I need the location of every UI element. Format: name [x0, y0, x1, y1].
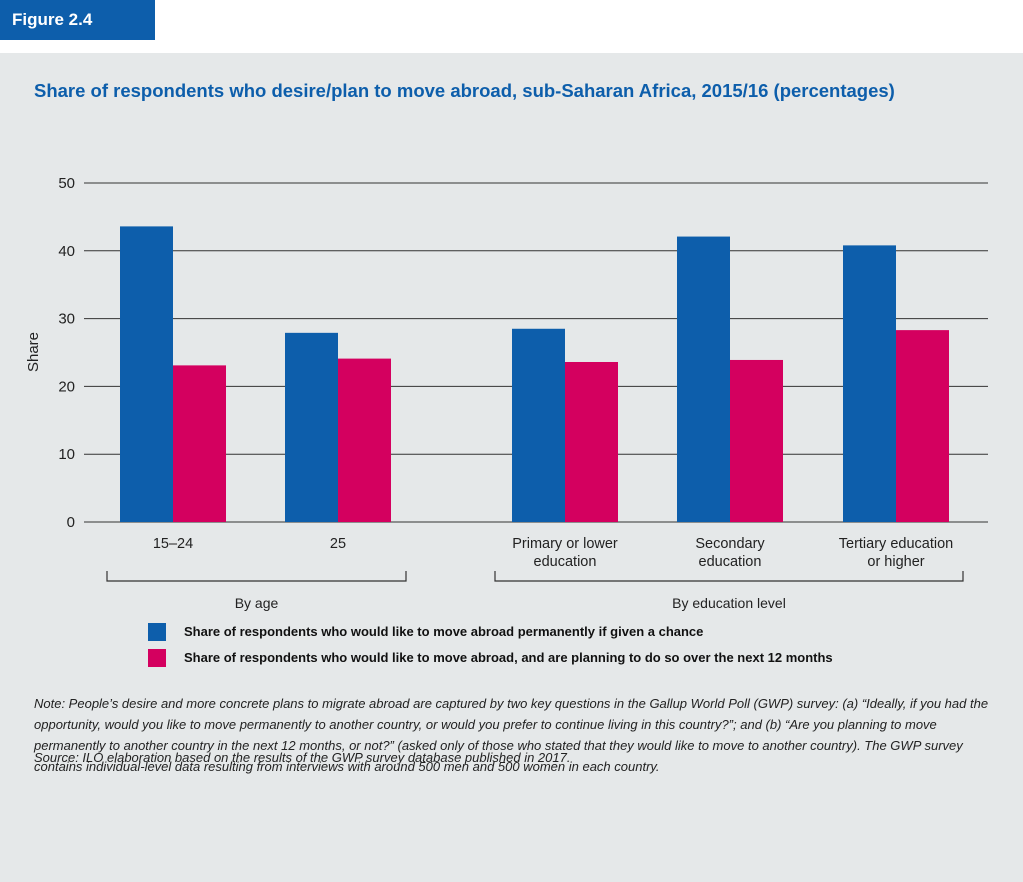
y-tick-label: 20	[58, 378, 75, 395]
x-category-label: or higher	[867, 554, 924, 570]
bar-series-1	[512, 328, 565, 522]
group-bracket	[494, 571, 964, 582]
bar-series-1	[677, 236, 730, 522]
bar-series-2	[896, 330, 949, 522]
y-tick-label: 50	[58, 175, 75, 192]
legend-entry-2: Share of respondents who would like to m…	[184, 650, 833, 665]
group-label: By age	[235, 595, 279, 611]
x-category-label: Tertiary education	[839, 536, 953, 552]
figure-label: Figure 2.4	[0, 0, 155, 40]
bar-series-1	[120, 226, 173, 522]
legend-swatch-1	[148, 623, 166, 641]
x-category-label: education	[699, 554, 762, 570]
y-tick-label: 30	[58, 311, 75, 328]
chart-title: Share of respondents who desire/plan to …	[34, 80, 895, 101]
legend: Share of respondents who would like to m…	[148, 623, 833, 667]
bar-chart: 0 10 20 30 40 50 Share 15–24 25 Primary or lowe…	[25, 175, 988, 667]
bar-series-2	[730, 359, 783, 522]
x-category-label: Secondary	[695, 536, 765, 552]
legend-entry-1: Share of respondents who would like to m…	[184, 624, 703, 639]
bar-series-1	[285, 332, 338, 522]
bar-series-2	[338, 358, 391, 522]
figure-source: Source: ILO elaboration based on the res…	[34, 750, 571, 765]
y-axis-ticks: 0 10 20 30 40 50	[58, 175, 75, 531]
y-tick-label: 10	[58, 446, 75, 463]
bar-series-2	[565, 361, 618, 522]
x-category-label: education	[534, 554, 597, 570]
group-label: By education level	[672, 595, 786, 611]
x-category-label: 15–24	[153, 536, 193, 552]
x-category-label: Primary or lower	[512, 536, 618, 552]
figure-note: Note: People’s desire and more concrete …	[34, 696, 989, 774]
y-tick-label: 40	[58, 243, 75, 260]
bar-series-1	[843, 245, 896, 522]
group-bracket	[106, 571, 407, 582]
y-axis-label: Share	[25, 332, 42, 372]
category-labels: 15–24 25 Primary or lower education Secondar…	[153, 536, 953, 570]
y-tick-label: 0	[67, 514, 75, 531]
x-category-label: 25	[330, 536, 346, 552]
legend-swatch-2	[148, 649, 166, 667]
bars	[120, 226, 949, 522]
bar-series-2	[173, 365, 226, 522]
group-brackets: By age By education level	[106, 571, 964, 611]
